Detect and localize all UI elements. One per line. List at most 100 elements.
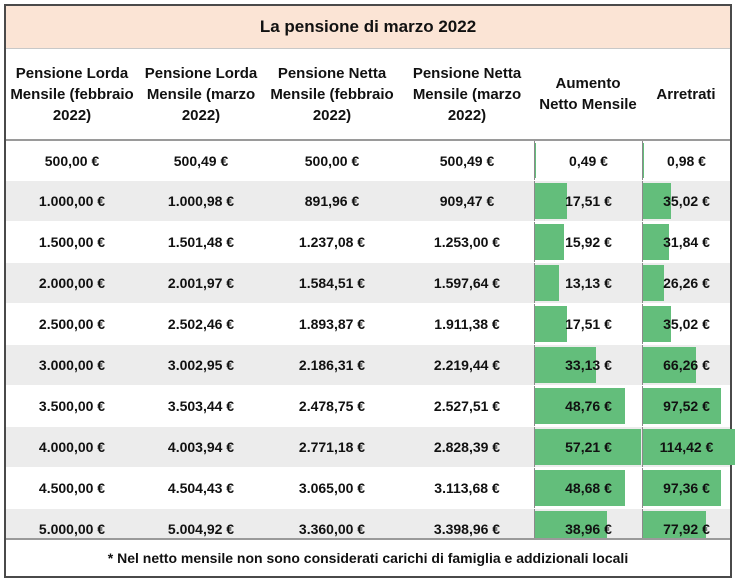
header-netta-mar: Pensione Netta Mensile (marzo 2022) (412, 64, 522, 124)
data-bar (643, 265, 665, 301)
cell-lorda-mar-value: 1.501,48 € (167, 234, 235, 250)
cell-aumento: 13,13 € (534, 263, 642, 303)
cell-lorda-mar: 500,49 € (138, 141, 264, 180)
data-bar (535, 388, 626, 424)
data-bar (535, 265, 560, 301)
cell-netta-mar-value: 3.398,96 € (433, 521, 501, 537)
cell-aumento: 0,49 € (534, 141, 642, 180)
cell-lorda-mar-value: 3.503,44 € (167, 398, 235, 414)
cell-netta-feb-value: 3.065,00 € (298, 480, 366, 496)
header-netta-feb: Pensione Netta Mensile (febbraio 2022) (270, 64, 394, 124)
cell-lorda-mar-value: 5.004,92 € (167, 521, 235, 537)
cell-aumento-value: 15,92 € (565, 234, 612, 250)
table-row: 4.500,00 € 4.504,43 € 3.065,00 € 3.113,68 €… (6, 468, 730, 509)
cell-lorda-feb-value: 2.500,00 € (38, 316, 106, 332)
cell-lorda-mar: 3.002,95 € (138, 345, 264, 385)
cell-netta-feb-value: 1.237,08 € (298, 234, 366, 250)
cell-aumento: 57,21 € (534, 427, 642, 467)
cell-arretrati-value: 97,36 € (663, 480, 710, 496)
header-row: Pensione Lorda Mensile (febbraio 2022) P… (6, 49, 730, 141)
cell-arretrati: 0,98 € (642, 141, 730, 180)
cell-lorda-feb: 2.500,00 € (6, 304, 138, 344)
cell-aumento-value: 48,76 € (565, 398, 612, 414)
cell-lorda-mar: 1.501,48 € (138, 222, 264, 262)
table-row: 3.500,00 € 3.503,44 € 2.478,75 € 2.527,51 €… (6, 386, 730, 427)
cell-arretrati: 114,42 € (642, 427, 735, 467)
cell-arretrati: 66,26 € (642, 345, 730, 385)
cell-netta-feb-value: 1.893,87 € (298, 316, 366, 332)
cell-lorda-mar: 3.503,44 € (138, 386, 264, 426)
cell-netta-feb: 2.771,18 € (264, 427, 400, 467)
cell-aumento-value: 38,96 € (565, 521, 612, 537)
cell-arretrati: 26,26 € (642, 263, 730, 303)
cell-lorda-mar-value: 4.003,94 € (167, 439, 235, 455)
cell-netta-mar: 2.219,44 € (400, 345, 534, 385)
cell-arretrati-value: 114,42 € (659, 439, 714, 455)
cell-netta-feb: 3.065,00 € (264, 468, 400, 508)
cell-lorda-feb-value: 1.000,00 € (38, 193, 106, 209)
table-row: 2.000,00 € 2.001,97 € 1.584,51 € 1.597,64 €… (6, 263, 730, 304)
cell-netta-feb-value: 2.478,75 € (298, 398, 366, 414)
cell-arretrati-value: 97,52 € (663, 398, 710, 414)
data-bar (535, 347, 597, 383)
cell-aumento-value: 13,13 € (565, 275, 612, 291)
cell-lorda-mar: 4.003,94 € (138, 427, 264, 467)
footnote: * Nel netto mensile non sono considerati… (6, 538, 730, 576)
cell-lorda-mar-value: 2.001,97 € (167, 275, 235, 291)
cell-arretrati-value: 35,02 € (663, 193, 710, 209)
cell-netta-mar-value: 500,49 € (439, 152, 495, 169)
cell-netta-feb-value: 500,00 € (304, 152, 360, 169)
data-bar (535, 143, 536, 178)
cell-arretrati: 35,02 € (642, 304, 730, 344)
cell-lorda-feb-value: 3.500,00 € (38, 398, 106, 414)
cell-netta-feb: 1.584,51 € (264, 263, 400, 303)
cell-aumento: 33,13 € (534, 345, 642, 385)
cell-netta-feb-value: 891,96 € (304, 193, 360, 209)
cell-arretrati: 97,52 € (642, 386, 730, 426)
cell-netta-feb-value: 1.584,51 € (298, 275, 366, 291)
cell-netta-mar: 2.527,51 € (400, 386, 534, 426)
cell-aumento-value: 57,21 € (565, 439, 612, 455)
data-bar (643, 183, 672, 219)
data-bar (643, 224, 669, 260)
table-row: 1.500,00 € 1.501,48 € 1.237,08 € 1.253,00 €… (6, 222, 730, 263)
cell-aumento-value: 17,51 € (565, 316, 612, 332)
table-row: 500,00 € 500,49 € 500,00 € 500,49 € 0,49 € 0,… (6, 141, 730, 181)
table-title: La pensione di marzo 2022 (6, 6, 730, 49)
cell-lorda-feb-value: 5.000,00 € (38, 521, 106, 537)
cell-aumento-value: 48,68 € (565, 480, 612, 496)
cell-lorda-mar-value: 2.502,46 € (167, 316, 235, 332)
data-bar (535, 224, 565, 260)
cell-lorda-feb: 4.000,00 € (6, 427, 138, 467)
cell-arretrati: 35,02 € (642, 181, 730, 221)
cell-netta-mar: 909,47 € (400, 181, 534, 221)
header-lorda-mar: Pensione Lorda Mensile (marzo 2022) (144, 64, 258, 124)
cell-arretrati-value: 0,98 € (667, 152, 706, 169)
cell-aumento-value: 17,51 € (565, 193, 612, 209)
cell-netta-mar: 1.911,38 € (400, 304, 534, 344)
data-bar (643, 143, 644, 178)
header-lorda-feb: Pensione Lorda Mensile (febbraio 2022) (10, 64, 134, 124)
table-body: 500,00 € 500,49 € 500,00 € 500,49 € 0,49 € 0,… (6, 141, 735, 550)
cell-aumento: 48,76 € (534, 386, 642, 426)
cell-netta-mar-value: 1.253,00 € (433, 234, 501, 250)
cell-aumento-value: 0,49 € (569, 152, 608, 169)
data-bar (535, 470, 626, 506)
cell-netta-mar: 3.113,68 € (400, 468, 534, 508)
cell-lorda-feb-value: 1.500,00 € (38, 234, 106, 250)
cell-lorda-mar: 1.000,98 € (138, 181, 264, 221)
data-bar (643, 347, 697, 383)
cell-netta-mar-value: 2.219,44 € (433, 357, 501, 373)
cell-lorda-feb: 2.000,00 € (6, 263, 138, 303)
cell-netta-mar: 1.253,00 € (400, 222, 534, 262)
cell-lorda-feb-value: 2.000,00 € (38, 275, 106, 291)
cell-netta-feb: 3.360,00 € (264, 509, 400, 549)
cell-netta-feb-value: 2.771,18 € (298, 439, 366, 455)
cell-lorda-feb: 3.500,00 € (6, 386, 138, 426)
cell-netta-feb-value: 3.360,00 € (298, 521, 366, 537)
data-bar (643, 388, 722, 424)
cell-lorda-mar-value: 1.000,98 € (167, 193, 235, 209)
data-bar (535, 183, 568, 219)
cell-arretrati-value: 66,26 € (663, 357, 710, 373)
cell-lorda-mar: 2.001,97 € (138, 263, 264, 303)
